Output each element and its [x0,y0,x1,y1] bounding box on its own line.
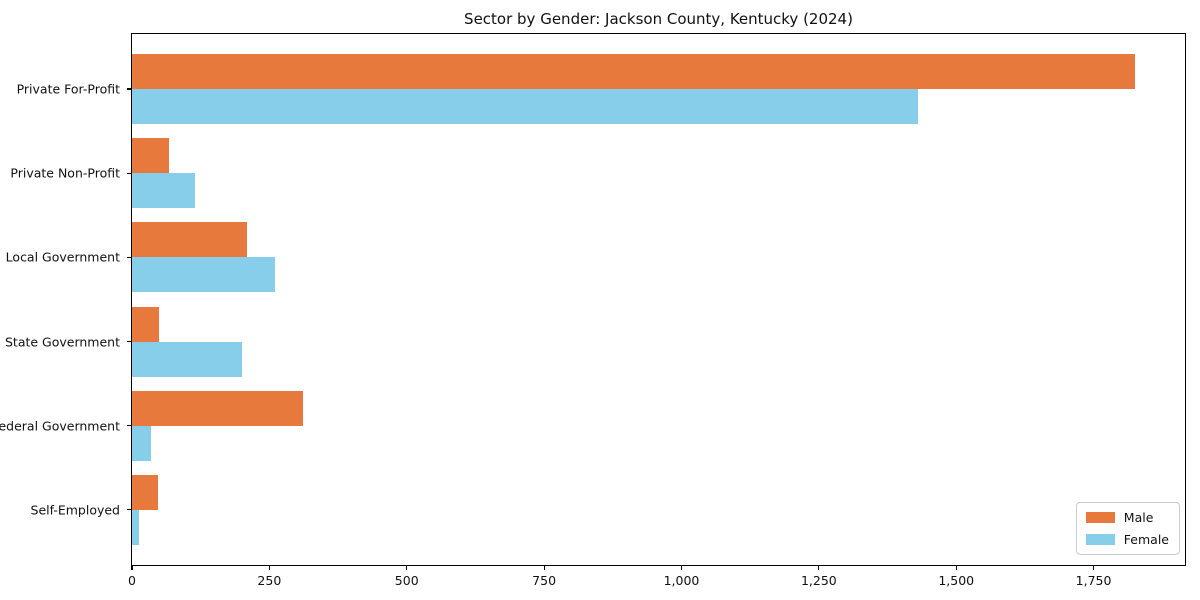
plot-area: Male Female 0 250 500 750 1,000 1,250 1,500 1,7… [0,33,1186,588]
legend: Male Female [1075,502,1180,555]
x-tick-label: 0 [128,573,136,588]
y-tick-label-state-government: State Government [4,334,120,350]
y-tick-label-federal-government: Federal Government [0,418,120,434]
y-tick-mark [127,88,132,90]
x-tick-mark [1092,565,1095,570]
y-tick-mark [127,509,132,511]
x-tick-mark [131,565,133,570]
y-tick-mark [127,256,132,258]
chart-title: Sector by Gender: Jackson County, Kentuc… [464,10,853,28]
legend-row-female: Female [1085,532,1169,547]
x-tick-mark [818,565,820,570]
bar-male-state-government [132,306,160,342]
x-tick-mark [680,565,683,570]
x-tick-mark [268,565,270,570]
bar-female-local-government [132,257,275,293]
x-tick-label: 1,500 [938,573,975,588]
legend-row-male: Male [1085,510,1169,525]
x-tick-label: 1,250 [800,573,837,588]
bar-female-private-for-profit [132,89,918,124]
female-swatch-icon [1085,534,1115,545]
legend-label-female: Female [1123,532,1169,547]
y-tick-mark [127,172,132,174]
bar-male-federal-government [132,390,304,426]
bar-male-self-employed [132,474,159,510]
x-tick-mark [955,565,957,570]
y-tick-mark [127,340,132,343]
x-tick-mark [543,565,545,570]
legend-label-male: Male [1123,510,1154,525]
y-tick-label-self-employed: Self-Employed [30,502,120,518]
y-tick-mark [127,425,132,427]
x-tick-label: 1,000 [663,573,700,588]
bar-male-local-government [132,222,248,258]
x-tick-mark [406,565,408,570]
x-tick-label: 250 [257,573,282,588]
bar-female-private-non-profit [132,173,196,209]
x-tick-label: 750 [532,573,557,588]
bar-male-private-non-profit [132,138,170,174]
x-tick-label: 500 [394,573,419,588]
bar-male-private-for-profit [132,54,1135,89]
bar-female-state-government [132,341,242,377]
male-swatch-icon [1085,512,1115,523]
y-tick-label-private-non-profit: Private Non-Profit [10,165,120,181]
y-tick-label-local-government: Local Government [5,249,120,265]
y-tick-label-private-for-profit: Private For-Profit [16,81,120,97]
x-tick-label: 1,750 [1075,573,1112,588]
bar-female-self-employed [132,509,140,545]
bar-female-federal-government [132,425,152,461]
